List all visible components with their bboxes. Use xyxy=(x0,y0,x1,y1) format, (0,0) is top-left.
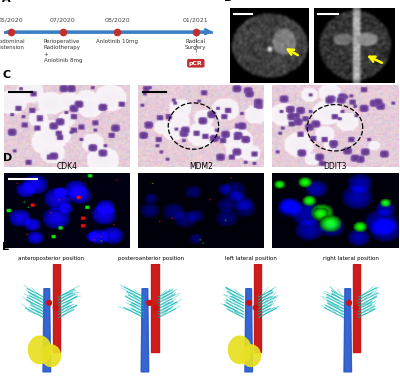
Text: pCR: pCR xyxy=(189,61,203,66)
Text: 08/2020: 08/2020 xyxy=(104,18,130,23)
Text: posteroanterior position: posteroanterior position xyxy=(118,256,184,261)
Text: right lateral position: right lateral position xyxy=(323,256,379,261)
Circle shape xyxy=(353,305,358,310)
Text: CDK4: CDK4 xyxy=(56,162,78,171)
Polygon shape xyxy=(42,345,60,367)
Text: Radical
Surgery: Radical Surgery xyxy=(185,39,206,50)
Text: MDM2: MDM2 xyxy=(189,162,213,171)
Polygon shape xyxy=(228,336,251,363)
Polygon shape xyxy=(242,345,260,367)
Text: left lateral position: left lateral position xyxy=(225,256,277,261)
Circle shape xyxy=(347,300,352,305)
Circle shape xyxy=(253,305,258,310)
Circle shape xyxy=(153,305,158,310)
Circle shape xyxy=(47,300,52,305)
Circle shape xyxy=(247,300,252,305)
Text: 05/2020: 05/2020 xyxy=(0,18,23,23)
Circle shape xyxy=(53,305,58,310)
Text: Perioperative
Radiotherapy
+
Anlotinib 8mg: Perioperative Radiotherapy + Anlotinib 8… xyxy=(44,39,82,63)
Text: Anlotinib 10mg: Anlotinib 10mg xyxy=(96,39,138,44)
Text: E: E xyxy=(2,242,10,252)
Text: Abdominal
Distension: Abdominal Distension xyxy=(0,39,25,50)
Text: D: D xyxy=(3,154,12,164)
Text: 07/2020: 07/2020 xyxy=(50,18,76,23)
Text: 01/2021: 01/2021 xyxy=(183,18,209,23)
Polygon shape xyxy=(28,336,51,363)
Text: C: C xyxy=(3,70,11,80)
Text: DDIT3: DDIT3 xyxy=(323,162,347,171)
Text: A: A xyxy=(2,0,10,4)
Text: anteroposterior position: anteroposterior position xyxy=(18,256,84,261)
Circle shape xyxy=(147,300,152,305)
Text: B: B xyxy=(224,0,232,3)
